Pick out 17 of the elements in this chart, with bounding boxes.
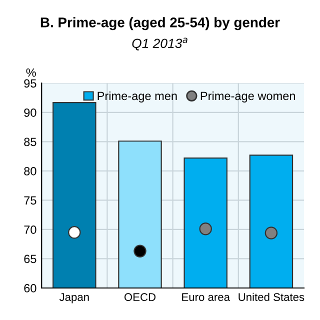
- y-tick-label: 85: [24, 138, 36, 146]
- y-tick-label: 80: [24, 167, 36, 176]
- x-tick-label: OECD: [124, 293, 156, 302]
- chart-title: B. Prime-age (aged 25-54) by gender: [40, 17, 280, 30]
- y-tick-label: 65: [24, 254, 36, 264]
- x-tick-label: Japan: [59, 293, 89, 304]
- chart-subtitle: Q1 2013$^{a}$: [132, 38, 188, 50]
- x-tick-label: Euro area: [182, 293, 230, 302]
- y-tick-label: 60: [24, 284, 36, 292]
- legend-label: Prime-age men: [98, 91, 177, 102]
- y-tick-label: 90: [24, 108, 36, 117]
- y-tick-label: 70: [24, 226, 36, 234]
- y-tick-label: 75: [24, 196, 36, 205]
- legend-label: Prime-age women: [200, 91, 295, 102]
- x-tick-label: United States: [238, 292, 304, 302]
- y-axis-title: %: [26, 68, 36, 77]
- y-tick-label: 95: [24, 79, 36, 88]
